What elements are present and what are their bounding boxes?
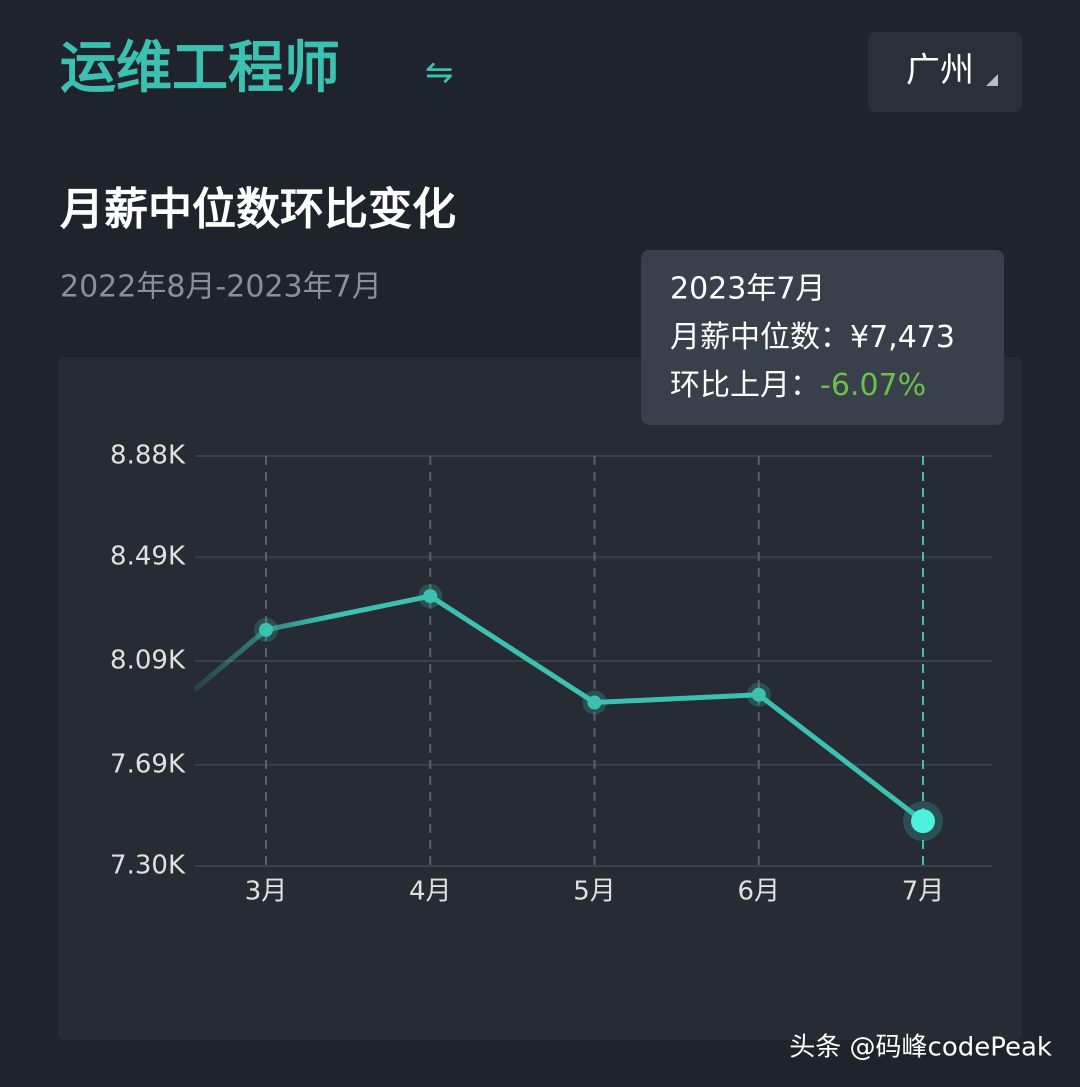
series xyxy=(195,584,943,842)
tooltip-row: 月薪中位数：¥7,473 xyxy=(670,320,955,355)
city-button[interactable] xyxy=(868,32,1022,112)
series-line xyxy=(195,593,925,824)
x-tick-label: 5月 xyxy=(573,877,616,907)
data-point xyxy=(911,809,935,834)
switch-icon[interactable]: ⇋ xyxy=(425,53,454,93)
y-tick-label: 8.09K xyxy=(110,646,186,676)
y-tick-label: 7.30K xyxy=(110,851,186,881)
x-tick-label: 7月 xyxy=(902,877,945,907)
tooltip-row: 环比上月：-6.07% xyxy=(670,368,926,403)
watermark: 头条 @码峰codePeak xyxy=(789,1033,1052,1063)
plot: 7.30K 7.69K 8.09K 8.49K 8.88K 3月 4月 5月 6月 7月 xyxy=(110,441,992,907)
dropdown-arrow xyxy=(986,74,998,86)
y-tick-label: 8.88K xyxy=(110,441,186,471)
tooltip-title: 2023年7月 xyxy=(670,272,825,307)
data-point xyxy=(751,687,766,702)
job-title: 运维工程师 xyxy=(60,36,340,101)
x-tick-label: 6月 xyxy=(737,877,780,907)
data-point xyxy=(259,622,273,637)
x-tick-label: 4月 xyxy=(409,877,452,907)
date-range: 2022年8月-2023年7月 xyxy=(60,270,382,305)
tooltip-value: ¥7,473 xyxy=(850,320,955,355)
tooltip-label: 环比上月： xyxy=(670,368,820,403)
data-point xyxy=(423,589,438,604)
chart-title: 月薪中位数环比变化 xyxy=(60,184,456,235)
y-tick-label: 7.69K xyxy=(110,749,186,779)
city-label[interactable]: 广州 xyxy=(906,51,974,91)
tooltip-label: 月薪中位数： xyxy=(670,320,850,355)
tooltip xyxy=(641,250,1004,425)
chart-card xyxy=(58,357,1022,1040)
data-point xyxy=(587,695,602,710)
tooltip-value: -6.07% xyxy=(820,368,926,403)
x-tick-label: 3月 xyxy=(245,877,288,907)
y-tick-label: 8.49K xyxy=(110,542,186,572)
